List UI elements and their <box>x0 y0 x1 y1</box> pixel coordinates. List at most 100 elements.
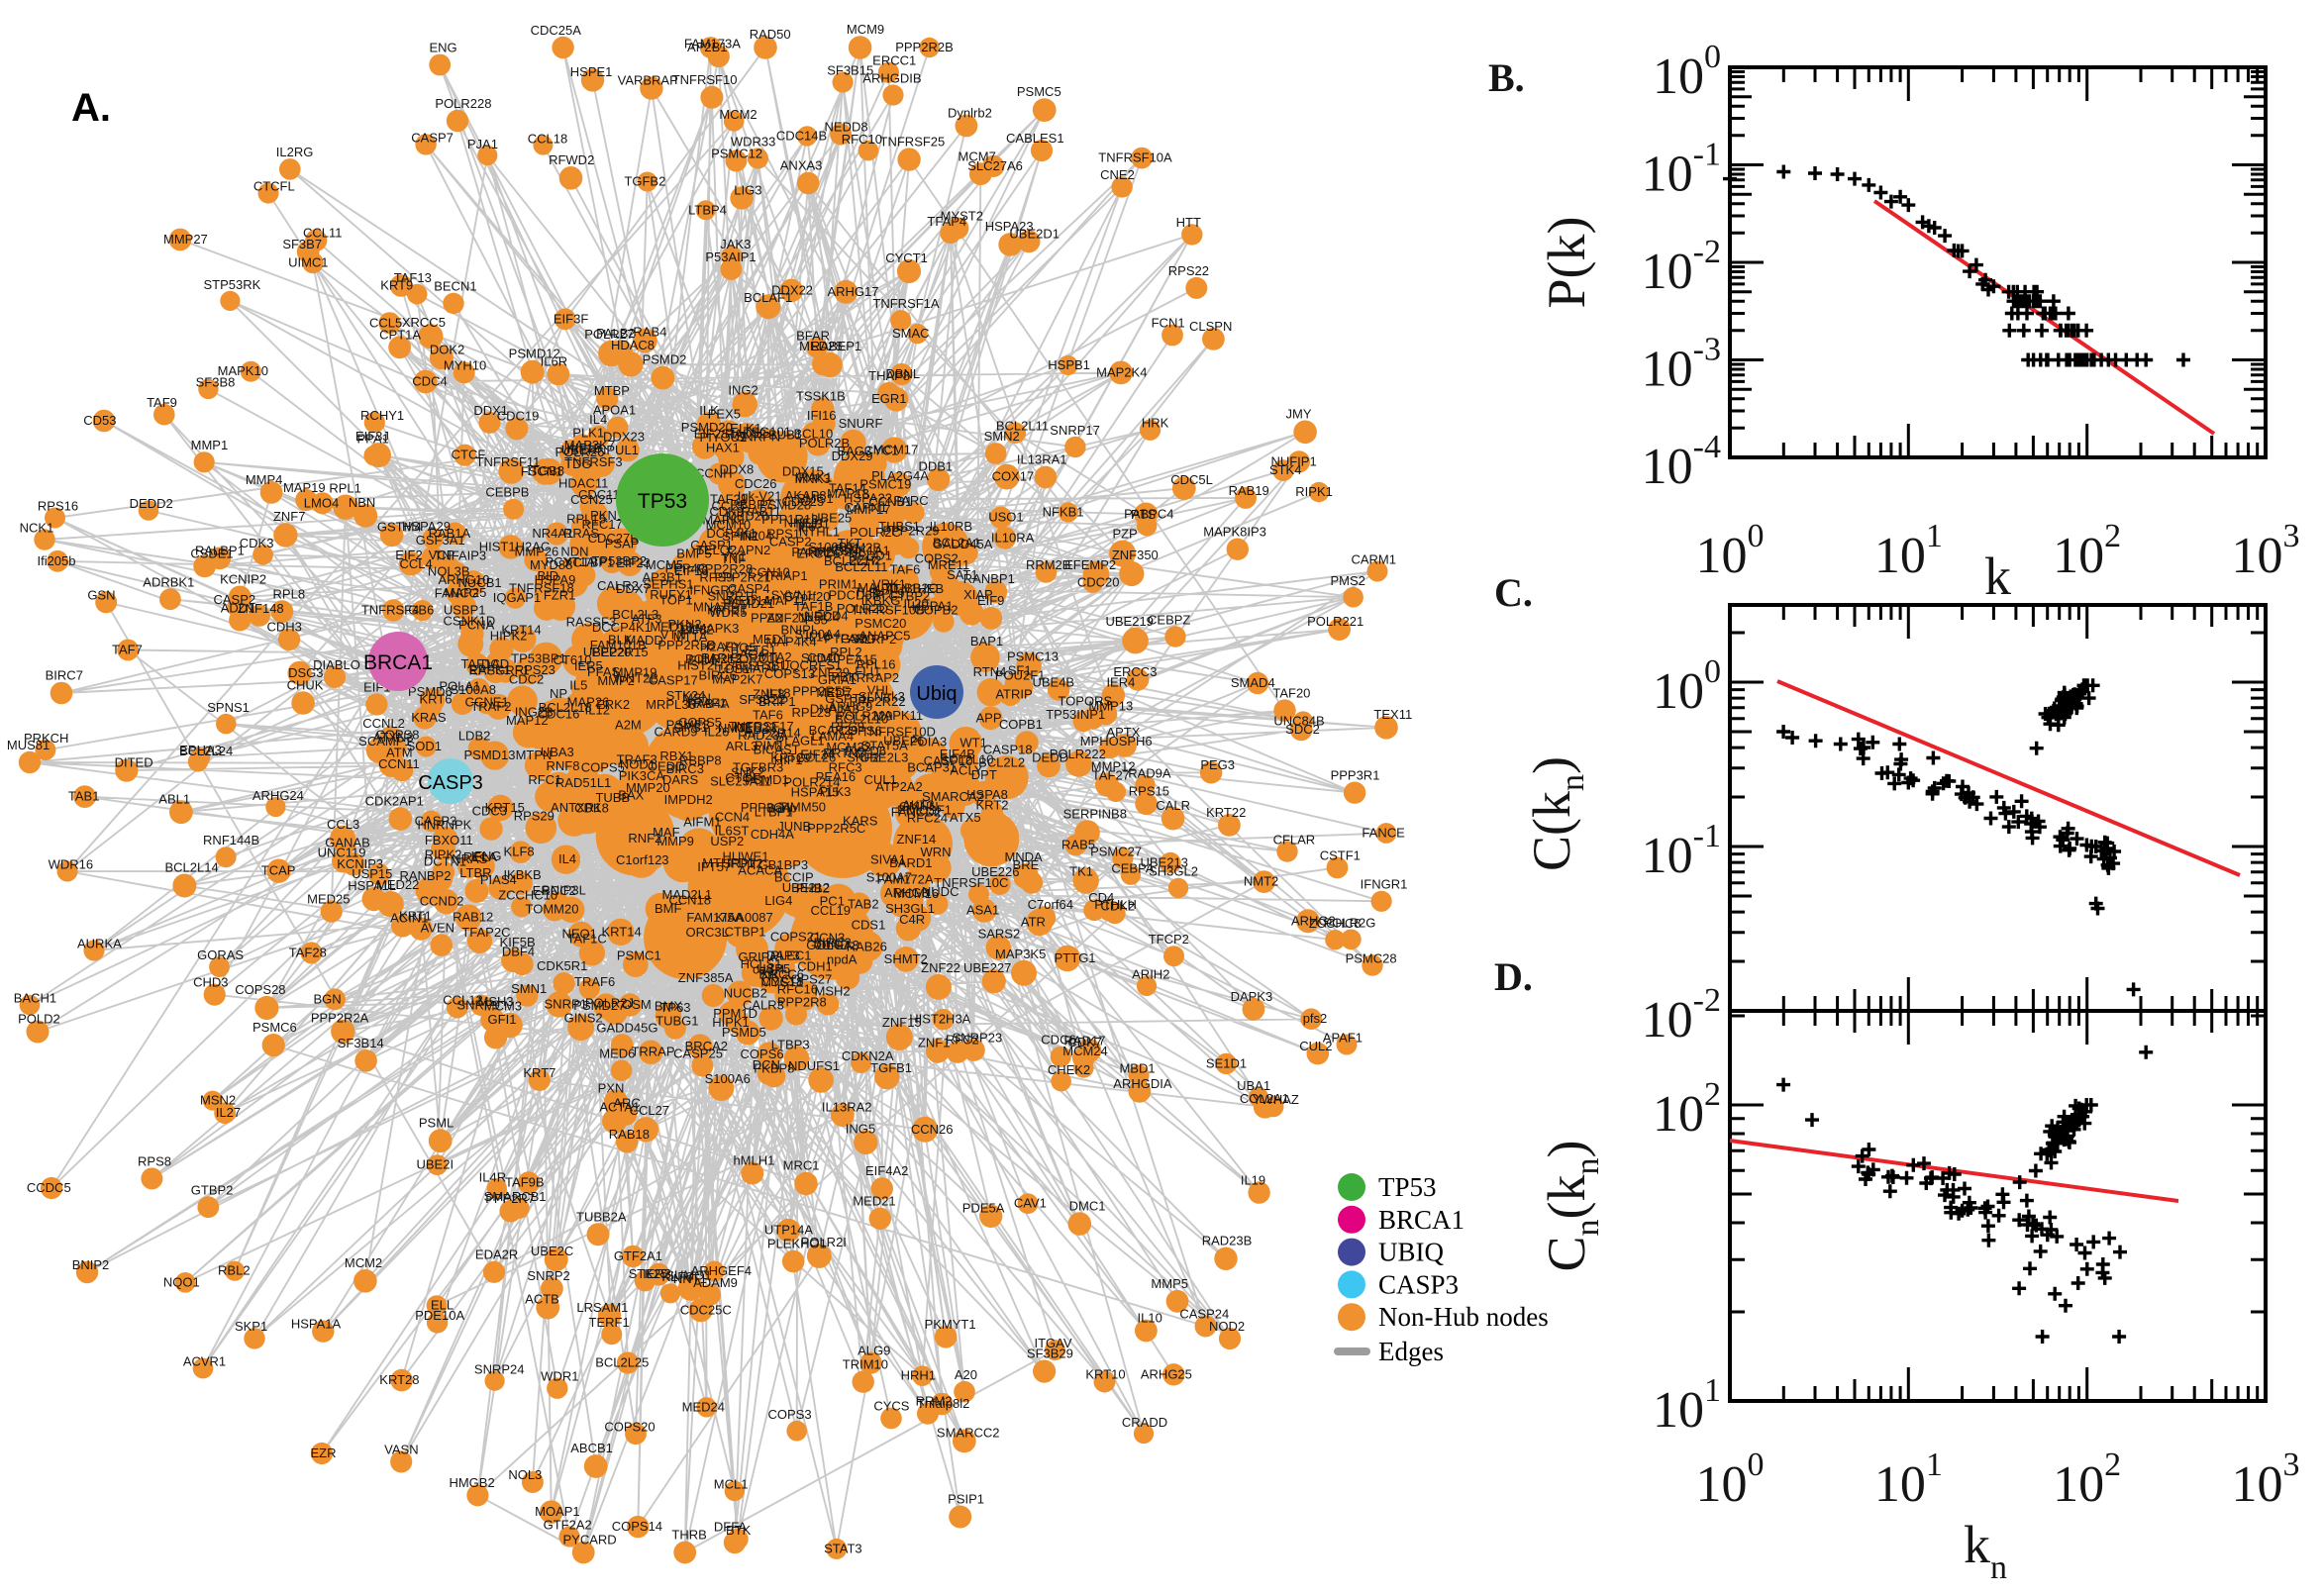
svg-text:ITM2B: ITM2B <box>844 541 881 555</box>
svg-text:MRC1: MRC1 <box>783 1158 820 1173</box>
svg-text:TAF28: TAF28 <box>289 945 327 959</box>
svg-text:RTN4: RTN4 <box>973 664 1007 679</box>
svg-text:ERCC1: ERCC1 <box>872 53 916 68</box>
svg-text:ZNF14: ZNF14 <box>897 832 937 847</box>
svg-text:S100A6: S100A6 <box>705 1071 751 1086</box>
svg-text:CCN11: CCN11 <box>378 756 420 771</box>
svg-text:KRT14: KRT14 <box>601 924 641 939</box>
svg-text:TNFRSF10A: TNFRSF10A <box>1098 150 1172 165</box>
svg-text:LIG3: LIG3 <box>734 182 761 197</box>
svg-text:APAF1: APAF1 <box>1323 1031 1363 1046</box>
svg-text:CALR2: CALR2 <box>597 578 639 593</box>
svg-text:MTBP: MTBP <box>594 383 630 398</box>
svg-text:CCNL2: CCNL2 <box>362 716 405 731</box>
svg-text:ZNF350: ZNF350 <box>1112 548 1159 562</box>
svg-text:SMAD4: SMAD4 <box>1231 675 1275 690</box>
svg-text:APP: APP <box>975 710 1001 725</box>
svg-text:IL10RA: IL10RA <box>991 530 1035 545</box>
svg-text:CCL19: CCL19 <box>810 903 850 918</box>
svg-text:RASSF3: RASSF3 <box>566 615 617 630</box>
svg-text:RAB19: RAB19 <box>1229 483 1269 498</box>
svg-text:TAB2: TAB2 <box>848 896 879 911</box>
svg-text:CCL18: CCL18 <box>528 132 567 147</box>
svg-text:B.: B. <box>1488 55 1525 100</box>
svg-text:RFWD2: RFWD2 <box>549 152 594 167</box>
svg-text:DOK2: DOK2 <box>430 342 464 356</box>
svg-text:ARHG25: ARHG25 <box>1141 1366 1192 1381</box>
svg-text:UBE2I: UBE2I <box>417 1157 454 1172</box>
svg-text:SirtM1: SirtM1 <box>801 650 839 665</box>
svg-text:Dynlrb2: Dynlrb2 <box>948 106 992 121</box>
svg-text:CASP3: CASP3 <box>1378 1269 1459 1299</box>
svg-text:HMGB2: HMGB2 <box>449 1475 494 1490</box>
svg-text:SLC27A6: SLC27A6 <box>967 158 1023 173</box>
svg-text:CAV1: CAV1 <box>1014 1196 1047 1211</box>
svg-text:RPS15: RPS15 <box>1129 784 1169 799</box>
svg-text:DDX15: DDX15 <box>782 464 824 479</box>
svg-text:CTBP1: CTBP1 <box>725 924 766 939</box>
svg-text:PIAS4: PIAS4 <box>480 872 517 887</box>
svg-text:UNC84B: UNC84B <box>1273 714 1324 729</box>
svg-text:ZNF29: ZNF29 <box>810 665 850 680</box>
svg-text:TAF13: TAF13 <box>394 270 432 285</box>
svg-text:BFAR: BFAR <box>796 328 830 343</box>
svg-text:PEA16: PEA16 <box>816 769 856 784</box>
svg-text:TERF1: TERF1 <box>589 1315 630 1330</box>
svg-text:A2M: A2M <box>615 717 642 732</box>
svg-text:CDK3: CDK3 <box>240 536 274 550</box>
svg-text:PARK2: PARK2 <box>701 650 743 665</box>
svg-text:CHD3: CHD3 <box>193 974 228 989</box>
svg-text:PMS2: PMS2 <box>1330 573 1364 588</box>
svg-text:Edges: Edges <box>1378 1337 1444 1366</box>
svg-text:HSPB1: HSPB1 <box>1048 357 1090 372</box>
svg-text:RIPK1: RIPK1 <box>1295 484 1333 499</box>
svg-text:TKT: TKT <box>838 536 862 550</box>
svg-text:TAF7: TAF7 <box>112 643 143 657</box>
svg-text:CHEK2: CHEK2 <box>1048 1062 1090 1077</box>
svg-text:RAD51L1: RAD51L1 <box>556 775 611 790</box>
svg-text:ENG: ENG <box>430 41 457 55</box>
svg-text:UBE4B: UBE4B <box>1032 674 1074 689</box>
svg-text:TK1: TK1 <box>1069 863 1093 878</box>
svg-text:FCN1: FCN1 <box>1152 316 1185 331</box>
svg-text:POLR228: POLR228 <box>435 96 491 111</box>
svg-text:BIRC3: BIRC3 <box>666 761 704 776</box>
svg-text:CEBPA: CEBPA <box>1111 861 1154 876</box>
svg-text:GADD45G: GADD45G <box>596 1020 657 1035</box>
svg-text:IL4R: IL4R <box>479 1169 506 1184</box>
svg-text:RPS8: RPS8 <box>138 1153 171 1168</box>
svg-text:KLF6: KLF6 <box>661 1269 692 1284</box>
svg-text:MMP12: MMP12 <box>1091 759 1136 774</box>
svg-text:UTP14A: UTP14A <box>764 1223 813 1238</box>
svg-text:BRCA1: BRCA1 <box>1378 1205 1464 1235</box>
svg-text:BAP1: BAP1 <box>970 634 1003 648</box>
svg-text:DMC1: DMC1 <box>1069 1198 1106 1213</box>
svg-text:LMO4: LMO4 <box>304 495 339 510</box>
svg-text:GTF2A2: GTF2A2 <box>544 1517 592 1532</box>
svg-text:TGFB1: TGFB1 <box>870 1060 912 1075</box>
svg-text:WNT2B: WNT2B <box>614 671 659 686</box>
svg-text:SF3B8: SF3B8 <box>196 375 236 390</box>
svg-text:ARHGDIA: ARHGDIA <box>1113 1076 1172 1091</box>
svg-text:PSMC27: PSMC27 <box>1090 844 1142 858</box>
svg-text:A20: A20 <box>955 1367 977 1382</box>
svg-text:SPNS1: SPNS1 <box>207 700 250 715</box>
svg-text:IMPDH2: IMPDH2 <box>664 792 713 807</box>
svg-text:MMP13: MMP13 <box>1088 698 1133 713</box>
svg-text:IL4: IL4 <box>589 412 607 427</box>
svg-text:MTHFD1: MTHFD1 <box>702 855 755 870</box>
svg-text:MAD2L1: MAD2L1 <box>662 887 713 902</box>
svg-text:MED24: MED24 <box>682 1399 725 1414</box>
svg-text:UBE219: UBE219 <box>1105 614 1153 629</box>
svg-text:CABLES1: CABLES1 <box>1006 131 1064 146</box>
svg-text:MAPK8IP3: MAPK8IP3 <box>1203 524 1266 539</box>
svg-text:Non-Hub nodes: Non-Hub nodes <box>1378 1302 1549 1332</box>
svg-text:COL2A1: COL2A1 <box>1240 1091 1289 1106</box>
svg-text:PRIM1: PRIM1 <box>819 576 858 591</box>
svg-text:CDH3: CDH3 <box>266 620 301 635</box>
svg-text:FBXO11: FBXO11 <box>425 833 473 848</box>
svg-text:MAP25: MAP25 <box>445 585 487 600</box>
svg-text:CCND2: CCND2 <box>420 894 464 909</box>
svg-text:COPS14: COPS14 <box>612 1519 662 1534</box>
svg-text:VCP: VCP <box>429 548 455 562</box>
